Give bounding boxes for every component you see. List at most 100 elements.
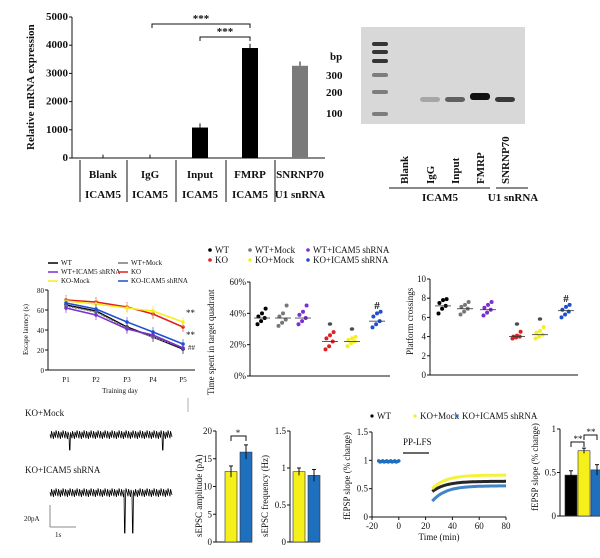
scatter-point xyxy=(515,333,519,338)
ladder-band xyxy=(372,50,388,54)
gel-band xyxy=(495,97,515,102)
legend-label: KO+Mock xyxy=(255,255,295,265)
legend-marker xyxy=(306,258,310,262)
legend-label: KO+Mock xyxy=(420,411,460,421)
significance-label: * xyxy=(236,428,241,438)
scatter-point xyxy=(486,302,490,307)
scatter-point xyxy=(276,323,281,328)
gel-marker-label: 300 xyxy=(326,70,343,82)
qpcr-bar xyxy=(192,127,208,158)
scatter-point xyxy=(466,300,471,305)
legend-label: KO-Mock xyxy=(61,277,90,285)
bar xyxy=(564,474,578,517)
gel-lane-label: SNRNP70 xyxy=(500,136,512,184)
legend-marker xyxy=(455,414,459,418)
time_target-y-tick-label: 20% xyxy=(230,340,247,350)
latency-point xyxy=(125,327,129,331)
legend-label: WT+ICAM5 shRNA xyxy=(61,268,120,276)
fepsp-y-tick-label: 1 xyxy=(364,455,369,465)
scatter-point xyxy=(283,317,288,322)
significance-label: ** xyxy=(574,434,584,444)
significance-bracket xyxy=(199,36,251,41)
scatter-point xyxy=(564,304,568,309)
scatter-point xyxy=(323,347,328,352)
legend-label: KO xyxy=(131,268,141,276)
qpcr-category-target: ICAM5 xyxy=(85,189,122,201)
ladder-band xyxy=(372,73,388,77)
bar-y-label: fEPSP slope (% change) xyxy=(530,423,540,511)
scatter-point xyxy=(559,315,564,320)
scatter-point xyxy=(370,325,375,330)
gel-marker-label: 200 xyxy=(326,87,343,99)
sepsc_freq-y-tick-label: 1.5 xyxy=(275,426,287,436)
qpcr-y-tick-label: 1000 xyxy=(46,124,69,136)
scatter-point xyxy=(281,311,285,316)
time_target-y-tick-label: 40% xyxy=(230,308,247,318)
gel-image xyxy=(361,27,525,124)
bar xyxy=(224,471,238,543)
annotation: ** xyxy=(186,330,196,340)
latency-series-line xyxy=(65,299,184,328)
legend-label: KO+ICAM5 shRNA xyxy=(313,255,389,265)
scatter-point xyxy=(482,305,487,310)
ladder-band xyxy=(372,90,388,94)
ladder-band xyxy=(372,59,388,63)
fepsp-x-tick-label: -20 xyxy=(366,521,378,531)
latency-x-tick-label: P4 xyxy=(149,376,157,384)
legend-marker xyxy=(208,258,212,262)
qpcr-category-target: ICAM5 xyxy=(232,189,269,201)
scatter-point xyxy=(463,302,467,307)
qpcr-category: FMRP xyxy=(234,169,266,181)
legend-label: WT+ICAM5 shRNA xyxy=(313,245,390,255)
platform_crossings-y-tick-label: 6 xyxy=(422,312,427,322)
latency-point xyxy=(64,301,68,305)
scatter-point xyxy=(437,301,442,305)
scatter-point xyxy=(260,311,264,316)
trace-label: KO+Mock xyxy=(25,408,65,418)
scatter-point xyxy=(371,314,376,319)
time_target-y-tick-label: 0% xyxy=(234,371,247,381)
scatter-point xyxy=(300,319,305,324)
current-trace xyxy=(49,430,173,451)
gel-band xyxy=(470,93,490,100)
scatter-point xyxy=(440,306,445,311)
fepsp_bar-y-tick-label: 0.5 xyxy=(545,468,557,478)
scatter-point xyxy=(518,329,523,334)
sepsc_freq-y-tick-label: 0 xyxy=(282,537,287,547)
sepsc_amp-y-tick-label: 10 xyxy=(203,482,213,492)
scatter-point xyxy=(566,309,571,314)
gel-group-label: U1 snRNA xyxy=(488,192,538,204)
scatter-point xyxy=(563,312,568,317)
gel-marker-label: 100 xyxy=(326,108,343,120)
platform_crossings-y-tick-label: 8 xyxy=(422,293,427,303)
platform_crossings-y-tick-label: 0 xyxy=(422,370,427,380)
qpcr-category: IgG xyxy=(141,169,160,181)
scatter-point xyxy=(537,334,542,339)
latency-y-tick-label: 20 xyxy=(37,347,45,355)
platform_crossings-y-tick-label: 2 xyxy=(422,351,427,361)
qpcr-bar xyxy=(242,48,258,158)
latency-point xyxy=(94,313,98,317)
ladder-band xyxy=(372,112,388,116)
significance-mark: * xyxy=(349,325,355,337)
bar xyxy=(577,450,591,517)
gel-bp-label: bp xyxy=(330,51,342,63)
scatter-point xyxy=(462,309,467,314)
scatter-point xyxy=(534,330,539,335)
scatter-point xyxy=(538,328,542,333)
fepsp-x-tick-label: 0 xyxy=(397,521,402,531)
qpcr-y-tick-label: 3000 xyxy=(46,67,69,79)
scatter-point xyxy=(277,314,282,319)
qpcr-y-tick-label: 0 xyxy=(63,152,69,164)
legend-label: KO xyxy=(215,255,228,265)
legend-marker xyxy=(306,248,310,252)
gel-band xyxy=(420,97,440,102)
fepsp-point xyxy=(397,459,401,463)
significance-label: *** xyxy=(193,13,210,25)
qpcr-category-target: ICAM5 xyxy=(182,189,219,201)
scatter-y-label: Time spent in target quadrant xyxy=(206,289,216,395)
scatter-point xyxy=(353,334,358,339)
significance-mark: # xyxy=(563,293,569,305)
latency-x-tick-label: P1 xyxy=(62,376,70,384)
